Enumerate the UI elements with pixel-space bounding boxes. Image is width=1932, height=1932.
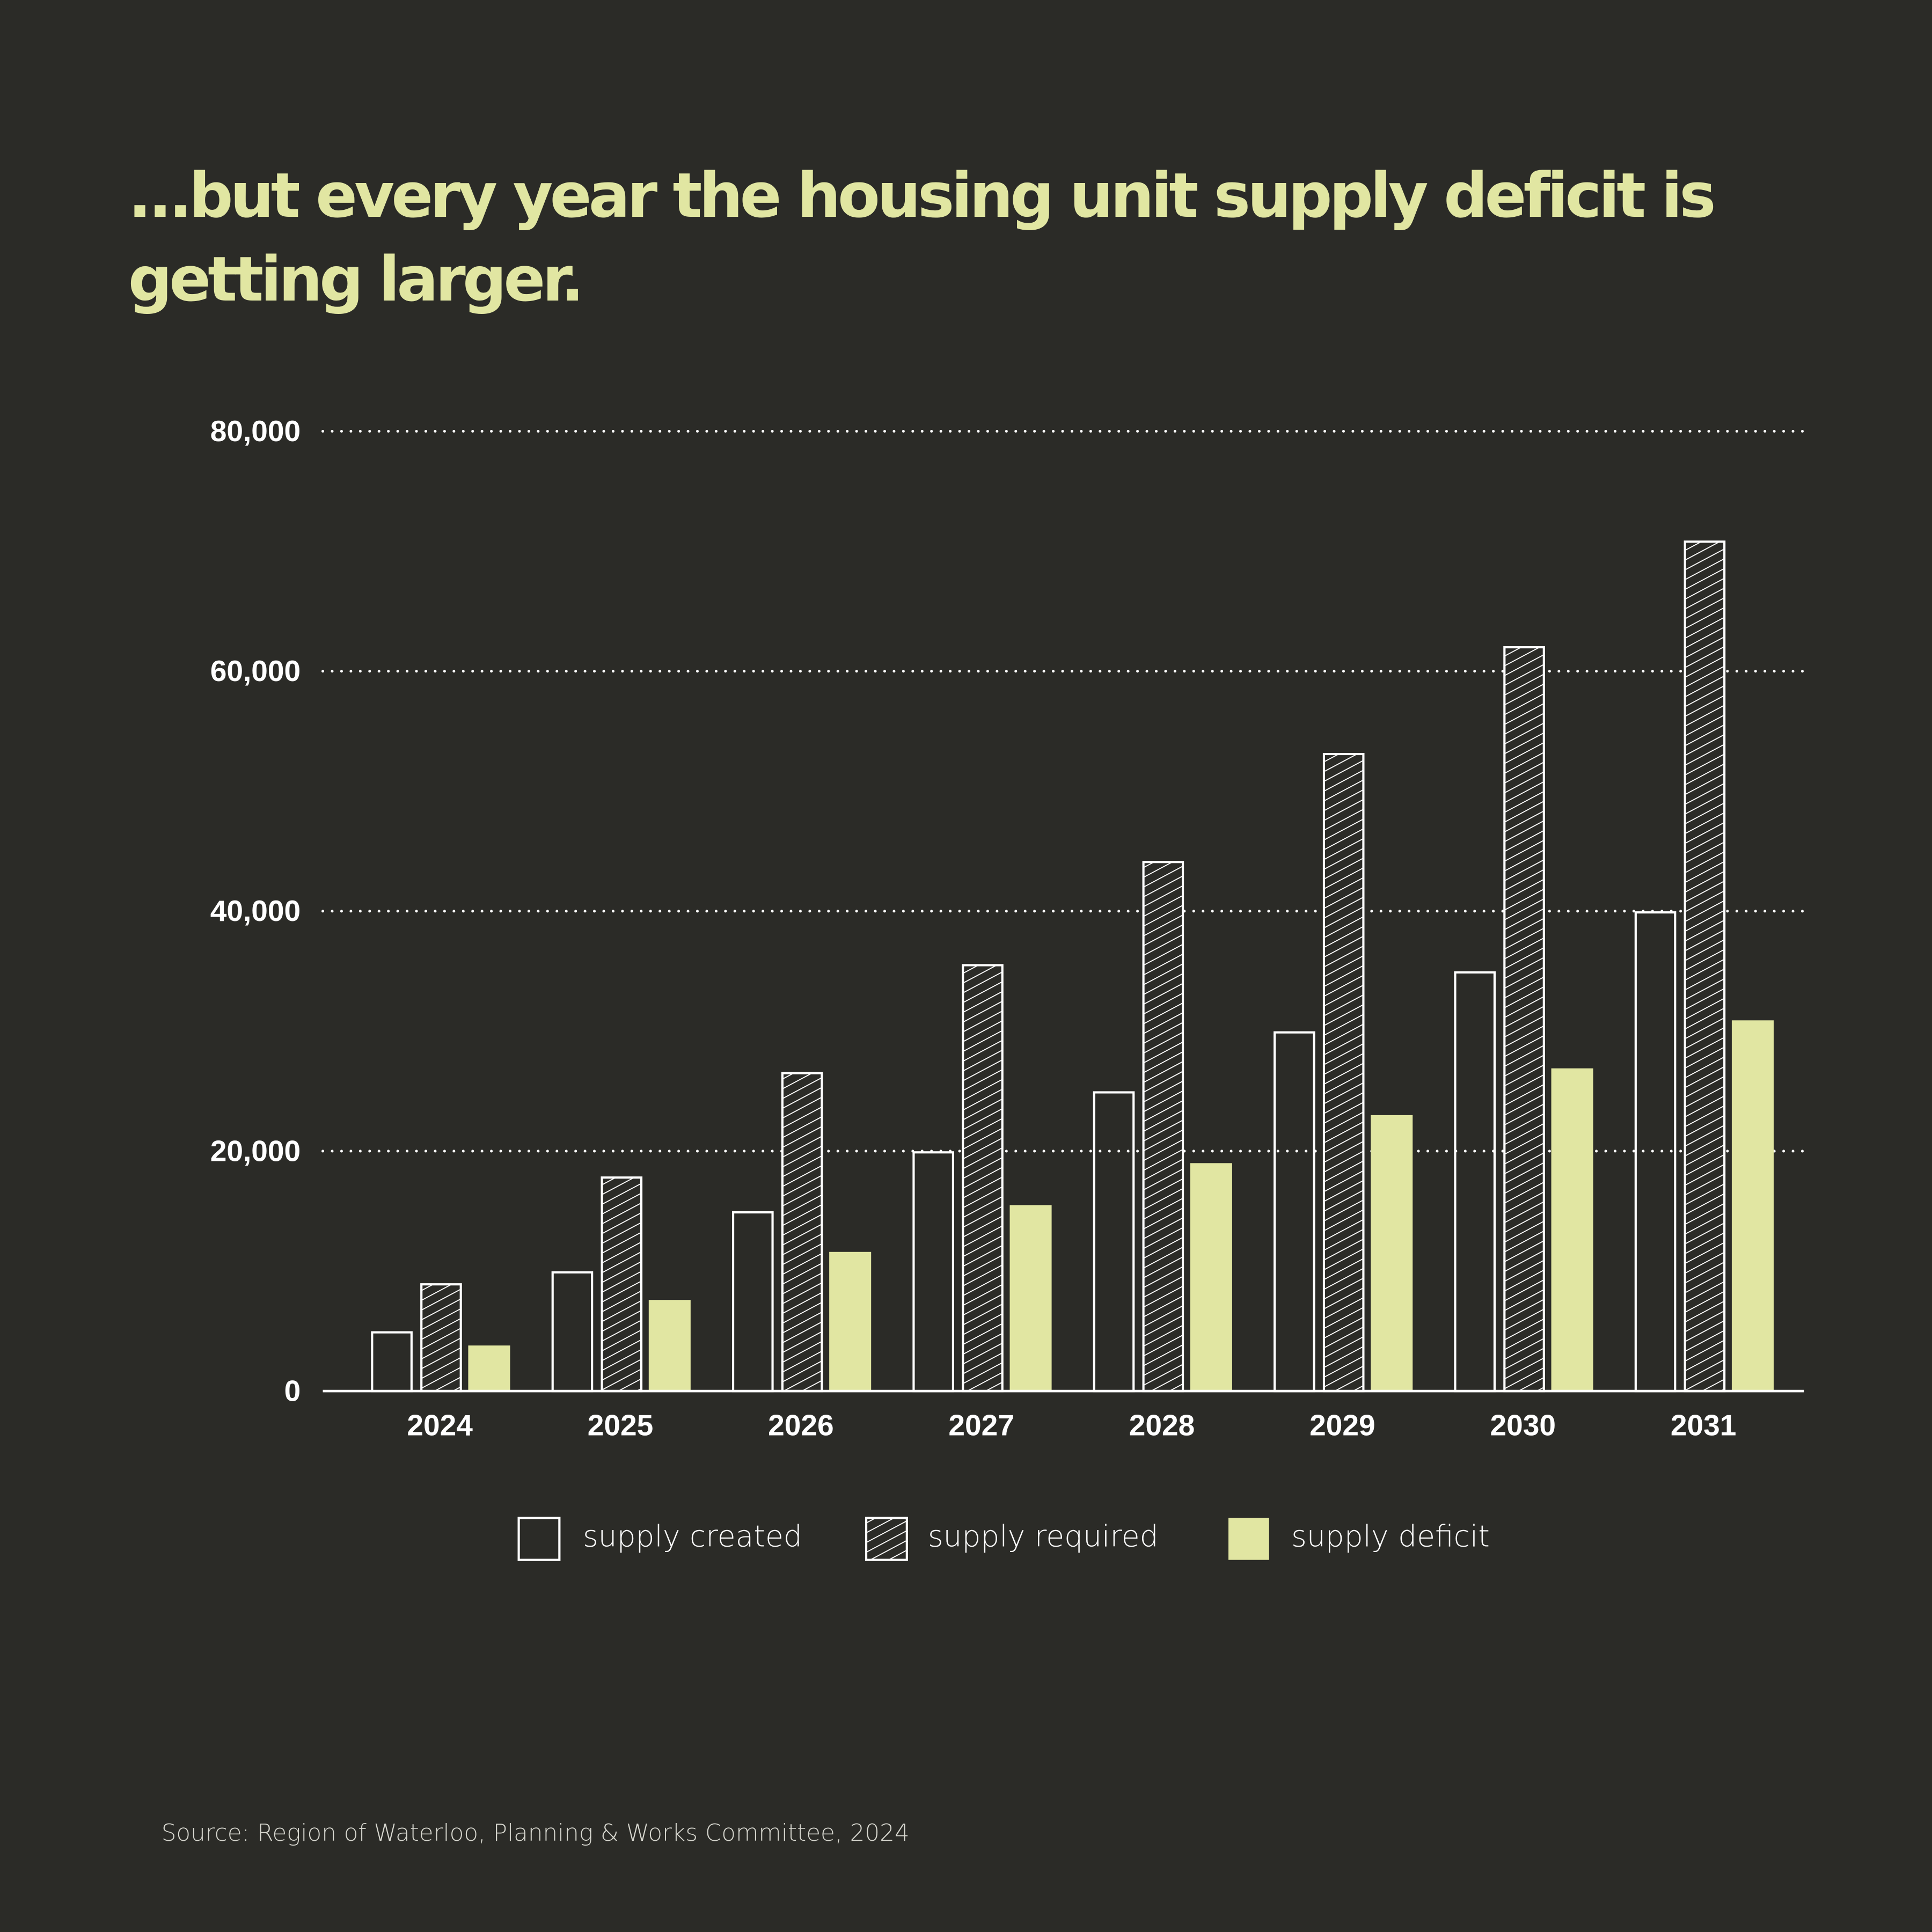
bar-supply-deficit-2031 bbox=[1731, 1020, 1774, 1392]
y-tick-label: 40,000 bbox=[210, 894, 301, 927]
legend-label: supply created bbox=[583, 1519, 802, 1553]
bar-supply-deficit-2027 bbox=[1009, 1205, 1052, 1392]
x-tick-label: 2027 bbox=[948, 1409, 1014, 1442]
bar-supply-required-2027 bbox=[962, 964, 1004, 1393]
bar-supply-deficit-2028 bbox=[1190, 1163, 1232, 1392]
legend-swatch-supply-created bbox=[517, 1517, 561, 1561]
bar-supply-deficit-2024 bbox=[468, 1345, 510, 1392]
legend-swatch-supply-deficit bbox=[1228, 1518, 1269, 1560]
bar-supply-required-2030 bbox=[1503, 646, 1545, 1393]
bar-supply-required-2025 bbox=[601, 1176, 643, 1393]
x-tick-label: 2026 bbox=[768, 1409, 834, 1442]
legend-label: supply deficit bbox=[1291, 1519, 1490, 1553]
legend-swatch-supply-required bbox=[865, 1517, 908, 1561]
bar-supply-deficit-2030 bbox=[1551, 1068, 1593, 1392]
legend-label: supply required bbox=[928, 1519, 1159, 1553]
x-axis: 2024 2025 2026 2027 2028 2029 2030 2031 bbox=[407, 1409, 1736, 1442]
y-tick-label: 60,000 bbox=[210, 654, 301, 687]
legend: supply created supply required supply defi… bbox=[517, 1517, 1490, 1561]
gridlines bbox=[321, 430, 1805, 1153]
x-tick-label: 2024 bbox=[407, 1409, 473, 1442]
bar-supply-required-2028 bbox=[1142, 861, 1184, 1393]
y-tick-label: 20,000 bbox=[210, 1134, 301, 1167]
bar-supply-deficit-2025 bbox=[648, 1300, 691, 1392]
y-tick-label: 80,000 bbox=[210, 414, 301, 448]
bar-supply-deficit-2029 bbox=[1371, 1115, 1413, 1392]
chart-title-line-2: getting larger. bbox=[128, 244, 581, 316]
source-note: Source: Region of Waterloo, Planning & W… bbox=[162, 1820, 910, 1847]
x-tick-label: 2025 bbox=[588, 1409, 654, 1442]
bar-supply-required-2031 bbox=[1684, 540, 1726, 1393]
x-tick-label: 2029 bbox=[1309, 1409, 1375, 1442]
bar-supply-required-2024 bbox=[420, 1283, 462, 1393]
bar-supply-deficit-2026 bbox=[829, 1252, 872, 1392]
x-tick-label: 2030 bbox=[1490, 1409, 1556, 1442]
x-tick-label: 2031 bbox=[1671, 1409, 1737, 1442]
bar-supply-required-2026 bbox=[781, 1072, 823, 1393]
bar-supply-required-2029 bbox=[1322, 752, 1365, 1393]
bars bbox=[371, 540, 1774, 1393]
y-axis: 0 20,000 40,000 60,000 80,000 bbox=[210, 414, 301, 1408]
y-tick-label: 0 bbox=[284, 1374, 301, 1407]
x-tick-label: 2028 bbox=[1129, 1409, 1195, 1442]
chart-title-line-1: ...but every year the housing unit suppl… bbox=[128, 160, 1713, 232]
